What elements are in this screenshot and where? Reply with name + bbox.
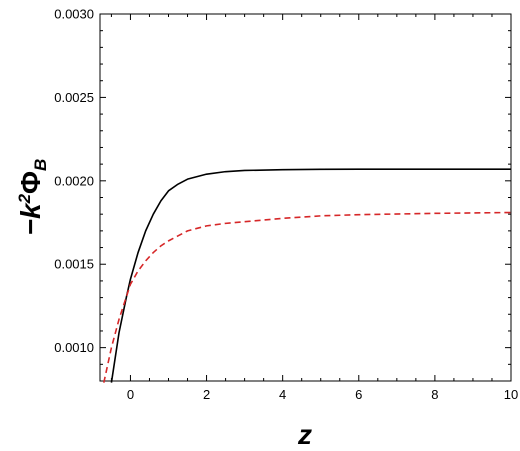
- svg-text:−k2ΦB: −k2ΦB: [15, 159, 50, 236]
- x-tick-label: 4: [279, 387, 286, 402]
- y-tick-label: 0.0020: [54, 173, 94, 188]
- x-tick-label: 6: [355, 387, 362, 402]
- y-axis-ticks: 0.0010 0.0015 0.0020 0.0025 0.0030: [54, 7, 511, 382]
- series-line-2: [103, 211, 512, 383]
- series-lines: [103, 168, 512, 383]
- y-tick-label: 0.0010: [54, 340, 94, 355]
- y-tick-label: 0.0025: [54, 90, 94, 105]
- x-axis-ticks: 0 2 4 6 8 10: [110, 14, 518, 402]
- x-tick-label: 0: [127, 387, 134, 402]
- x-tick-label: 10: [504, 387, 518, 402]
- y-tick-label: 0.0030: [54, 7, 94, 22]
- y-tick-label: 0.0015: [54, 257, 94, 272]
- series-line-1: [110, 168, 511, 383]
- x-axis-label: z: [297, 419, 312, 450]
- x-tick-label: 8: [431, 387, 438, 402]
- y-axis-label: −k2ΦB: [15, 159, 50, 236]
- x-tick-label: 2: [203, 387, 210, 402]
- plot-frame: [99, 13, 512, 382]
